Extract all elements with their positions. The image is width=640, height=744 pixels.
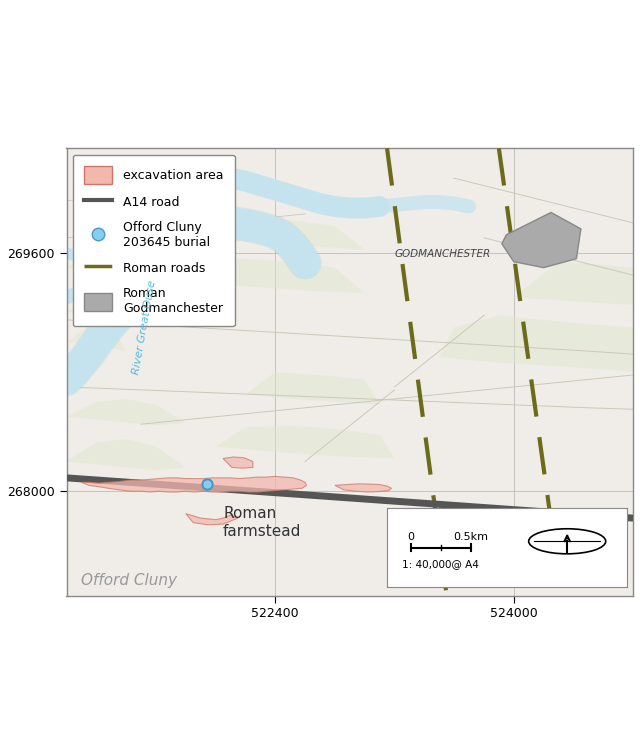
Text: Offord Cluny: Offord Cluny bbox=[81, 573, 177, 589]
Polygon shape bbox=[186, 259, 365, 293]
Polygon shape bbox=[67, 250, 141, 274]
Polygon shape bbox=[335, 484, 392, 492]
Text: GODMANCHESTER: GODMANCHESTER bbox=[394, 249, 491, 259]
Polygon shape bbox=[81, 476, 307, 492]
Polygon shape bbox=[514, 262, 633, 305]
Polygon shape bbox=[223, 457, 253, 468]
Text: Roman
farmstead: Roman farmstead bbox=[223, 506, 301, 539]
Polygon shape bbox=[67, 439, 186, 470]
Polygon shape bbox=[216, 426, 394, 458]
Polygon shape bbox=[502, 213, 581, 268]
Polygon shape bbox=[74, 232, 96, 243]
Polygon shape bbox=[245, 372, 380, 405]
Point bbox=[202, 478, 212, 490]
Polygon shape bbox=[186, 513, 238, 525]
Polygon shape bbox=[67, 320, 126, 351]
Text: River Great Ouse: River Great Ouse bbox=[131, 279, 157, 375]
Polygon shape bbox=[439, 315, 633, 372]
Polygon shape bbox=[67, 399, 186, 426]
Polygon shape bbox=[67, 286, 186, 318]
Legend: excavation area, A14 road, Offord Cluny
203645 burial, Roman roads, Roman
Godman: excavation area, A14 road, Offord Cluny … bbox=[73, 155, 234, 326]
Polygon shape bbox=[186, 217, 365, 250]
